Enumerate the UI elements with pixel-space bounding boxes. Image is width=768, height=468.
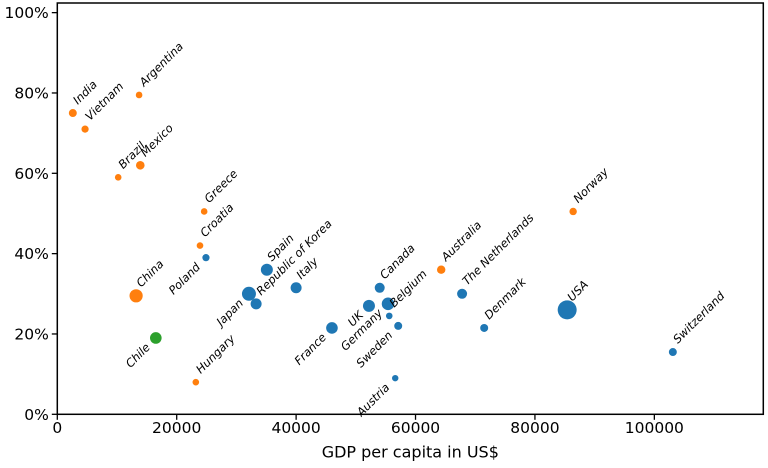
plot-border-spines [56,2,765,416]
data-point-mexico [135,160,145,170]
data-point-the-netherlands [457,288,468,299]
x-axis-label: GDP per capita in US$ [322,443,499,462]
y-tick-label: 100% [4,4,48,22]
data-point-italy [290,282,302,294]
y-tick-label: 60% [14,165,48,183]
y-tick-label: 0% [24,406,49,424]
y-tick-label: 40% [14,245,48,263]
data-point-spain [260,263,273,276]
x-tick-label: 0 [52,419,62,437]
x-tick-label: 80000 [510,419,559,437]
data-point-norway [569,207,577,216]
data-point-canada [374,282,385,293]
data-point-india [68,109,77,118]
data-point-australia [436,265,446,274]
data-point-belgium [385,312,393,320]
data-point-poland [202,254,210,262]
data-point-uk [362,299,375,312]
data-point-croatia [196,242,204,249]
y-tick-label: 20% [14,325,48,343]
data-point-greece [200,208,208,215]
data-point-republic-of-korea [250,298,262,310]
x-tick-label: 40000 [271,419,320,437]
data-point-argentina [135,91,143,99]
data-point-sweden [394,321,403,330]
x-tick-label: 60000 [391,419,440,437]
data-point-switzerland [668,348,677,357]
data-point-china [129,289,143,303]
data-point-usa [557,300,577,320]
x-tick-label: 100000 [625,419,684,437]
data-point-chile [150,332,162,344]
data-point-germany [381,297,395,311]
data-point-japan [241,286,256,301]
data-point-austria [392,374,399,382]
y-tick-label: 80% [14,84,48,102]
data-point-hungary [192,378,200,386]
data-point-vietnam [81,125,89,133]
data-point-brazil [114,174,122,181]
x-tick-label: 20000 [152,419,201,437]
data-point-denmark [480,323,489,332]
data-point-france [326,322,338,334]
